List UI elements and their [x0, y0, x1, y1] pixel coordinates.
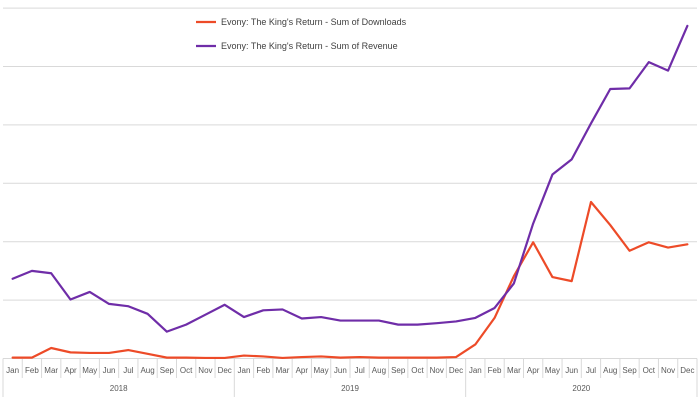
x-tick-label: Nov	[661, 366, 675, 375]
x-tick-label: Jul	[586, 366, 596, 375]
downloads-series-line	[11, 200, 689, 360]
x-tick-label: Aug	[372, 366, 386, 375]
x-tick-label: Oct	[643, 366, 656, 375]
x-tick-label: Feb	[256, 366, 270, 375]
x-tick-label: Dec	[218, 366, 232, 375]
x-group-label: 2019	[341, 384, 359, 393]
x-tick-label: Sep	[391, 366, 406, 375]
series-layer	[11, 24, 689, 360]
x-tick-label: Mar	[44, 366, 58, 375]
x-tick-label: Dec	[680, 366, 694, 375]
x-tick-label: Nov	[198, 366, 212, 375]
legend: Evony: The King's Return - Sum of Downlo…	[196, 17, 407, 51]
x-tick-label: Oct	[411, 366, 424, 375]
x-tick-label: Jul	[123, 366, 133, 375]
x-tick-label: Apr	[527, 366, 540, 375]
x-tick-label: Apr	[296, 366, 309, 375]
x-tick-label: Nov	[430, 366, 444, 375]
x-group-label: 2018	[110, 384, 128, 393]
x-tick-label: May	[314, 366, 329, 375]
x-tick-label: Sep	[160, 366, 175, 375]
x-tick-label: Feb	[488, 366, 502, 375]
x-tick-label: Feb	[25, 366, 39, 375]
x-tick-label: Jan	[238, 366, 251, 375]
x-tick-label: Mar	[276, 366, 290, 375]
x-tick-label: Jan	[6, 366, 19, 375]
x-tick-label: Mar	[507, 366, 521, 375]
x-tick-label: Jun	[103, 366, 116, 375]
revenue-series-line	[11, 24, 689, 333]
x-tick-label: May	[82, 366, 97, 375]
x-tick-label: Sep	[622, 366, 637, 375]
x-tick-label: Jul	[355, 366, 365, 375]
x-tick-label: Jan	[469, 366, 482, 375]
x-tick-label: Jun	[334, 366, 347, 375]
x-tick-label: Aug	[140, 366, 154, 375]
gridlines	[3, 7, 697, 301]
x-group-label: 2020	[572, 384, 590, 393]
x-axis: Jan Feb Mar Apr May Jun Jul Aug Sep Oct Nov Dec Jan F…	[2, 358, 698, 397]
x-tick-label: Jun	[565, 366, 578, 375]
x-tick-label: Apr	[64, 366, 77, 375]
legend-label: Evony: The King's Return - Sum of Downlo…	[221, 17, 407, 27]
x-tick-label: Oct	[180, 366, 193, 375]
x-tick-label: May	[545, 366, 560, 375]
x-tick-label: Dec	[449, 366, 463, 375]
x-tick-label: Aug	[603, 366, 617, 375]
legend-label: Evony: The King's Return - Sum of Revenu…	[221, 41, 398, 51]
